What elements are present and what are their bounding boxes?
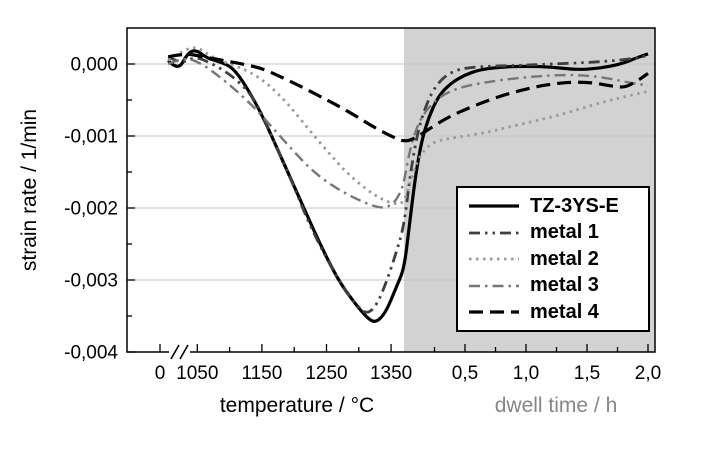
legend-entry: metal 3 <box>467 274 639 297</box>
legend-line-sample <box>469 284 519 287</box>
x-tick-label-dwell: 2,0 <box>635 363 661 384</box>
axis-ticks <box>127 63 649 353</box>
legend-entry: metal 2 <box>467 248 639 271</box>
y-tick-label: -0,004 <box>64 343 118 364</box>
series-line-metal-3 <box>167 58 649 209</box>
y-tick-label: -0,003 <box>64 271 118 292</box>
legend: TZ-3YS-E metal 1 metal 2 metal 3 metal 4 <box>456 186 650 332</box>
legend-line-sample <box>469 310 519 314</box>
axis-break-mask <box>169 347 190 357</box>
legend-entry: metal 4 <box>467 301 639 324</box>
legend-line-sample <box>469 204 519 208</box>
x-tick-label-temperature: 1150 <box>241 363 282 384</box>
x-axis-title-temperature: temperature / °C <box>219 394 375 417</box>
x-tick-label-dwell: 1,5 <box>574 363 600 384</box>
x-tick-label-temperature: 1250 <box>305 363 347 384</box>
series-lines <box>167 46 649 323</box>
axis-break-slash <box>179 344 189 360</box>
x-axis-title-dwell-time: dwell time / h <box>494 394 618 417</box>
legend-label: metal 4 <box>530 300 599 323</box>
legend-label: TZ-3YS-E <box>530 194 619 217</box>
series-line-metal-1 <box>167 54 649 314</box>
x-tick-label-dwell: 1,0 <box>513 363 539 384</box>
legend-label: metal 1 <box>530 221 599 243</box>
legend-entry: metal 1 <box>467 221 639 244</box>
x-origin-label: 0 <box>155 363 166 384</box>
legend-line-sample <box>469 231 519 234</box>
y-axis-title: strain rate / 1/min <box>18 108 41 272</box>
series-line-metal-4 <box>167 52 649 143</box>
legend-label: metal 3 <box>530 274 599 296</box>
tick-labels: 0,000 -0,001 -0,002 -0,003 -0,004 0 1050 1150 12… <box>64 55 661 385</box>
x-tick-label-temperature: 1050 <box>176 363 218 384</box>
y-tick-label: -0,002 <box>64 199 118 220</box>
axis-break-slash <box>170 344 180 360</box>
y-tick-label: -0,001 <box>64 127 118 148</box>
legend-label: metal 2 <box>530 247 599 270</box>
y-tick-label: 0,000 <box>70 55 118 76</box>
legend-entry: TZ-3YS-E <box>467 195 639 218</box>
x-tick-label-dwell: 0,5 <box>452 363 478 384</box>
legend-line-sample <box>469 257 519 261</box>
x-tick-label-temperature: 1350 <box>370 363 412 384</box>
